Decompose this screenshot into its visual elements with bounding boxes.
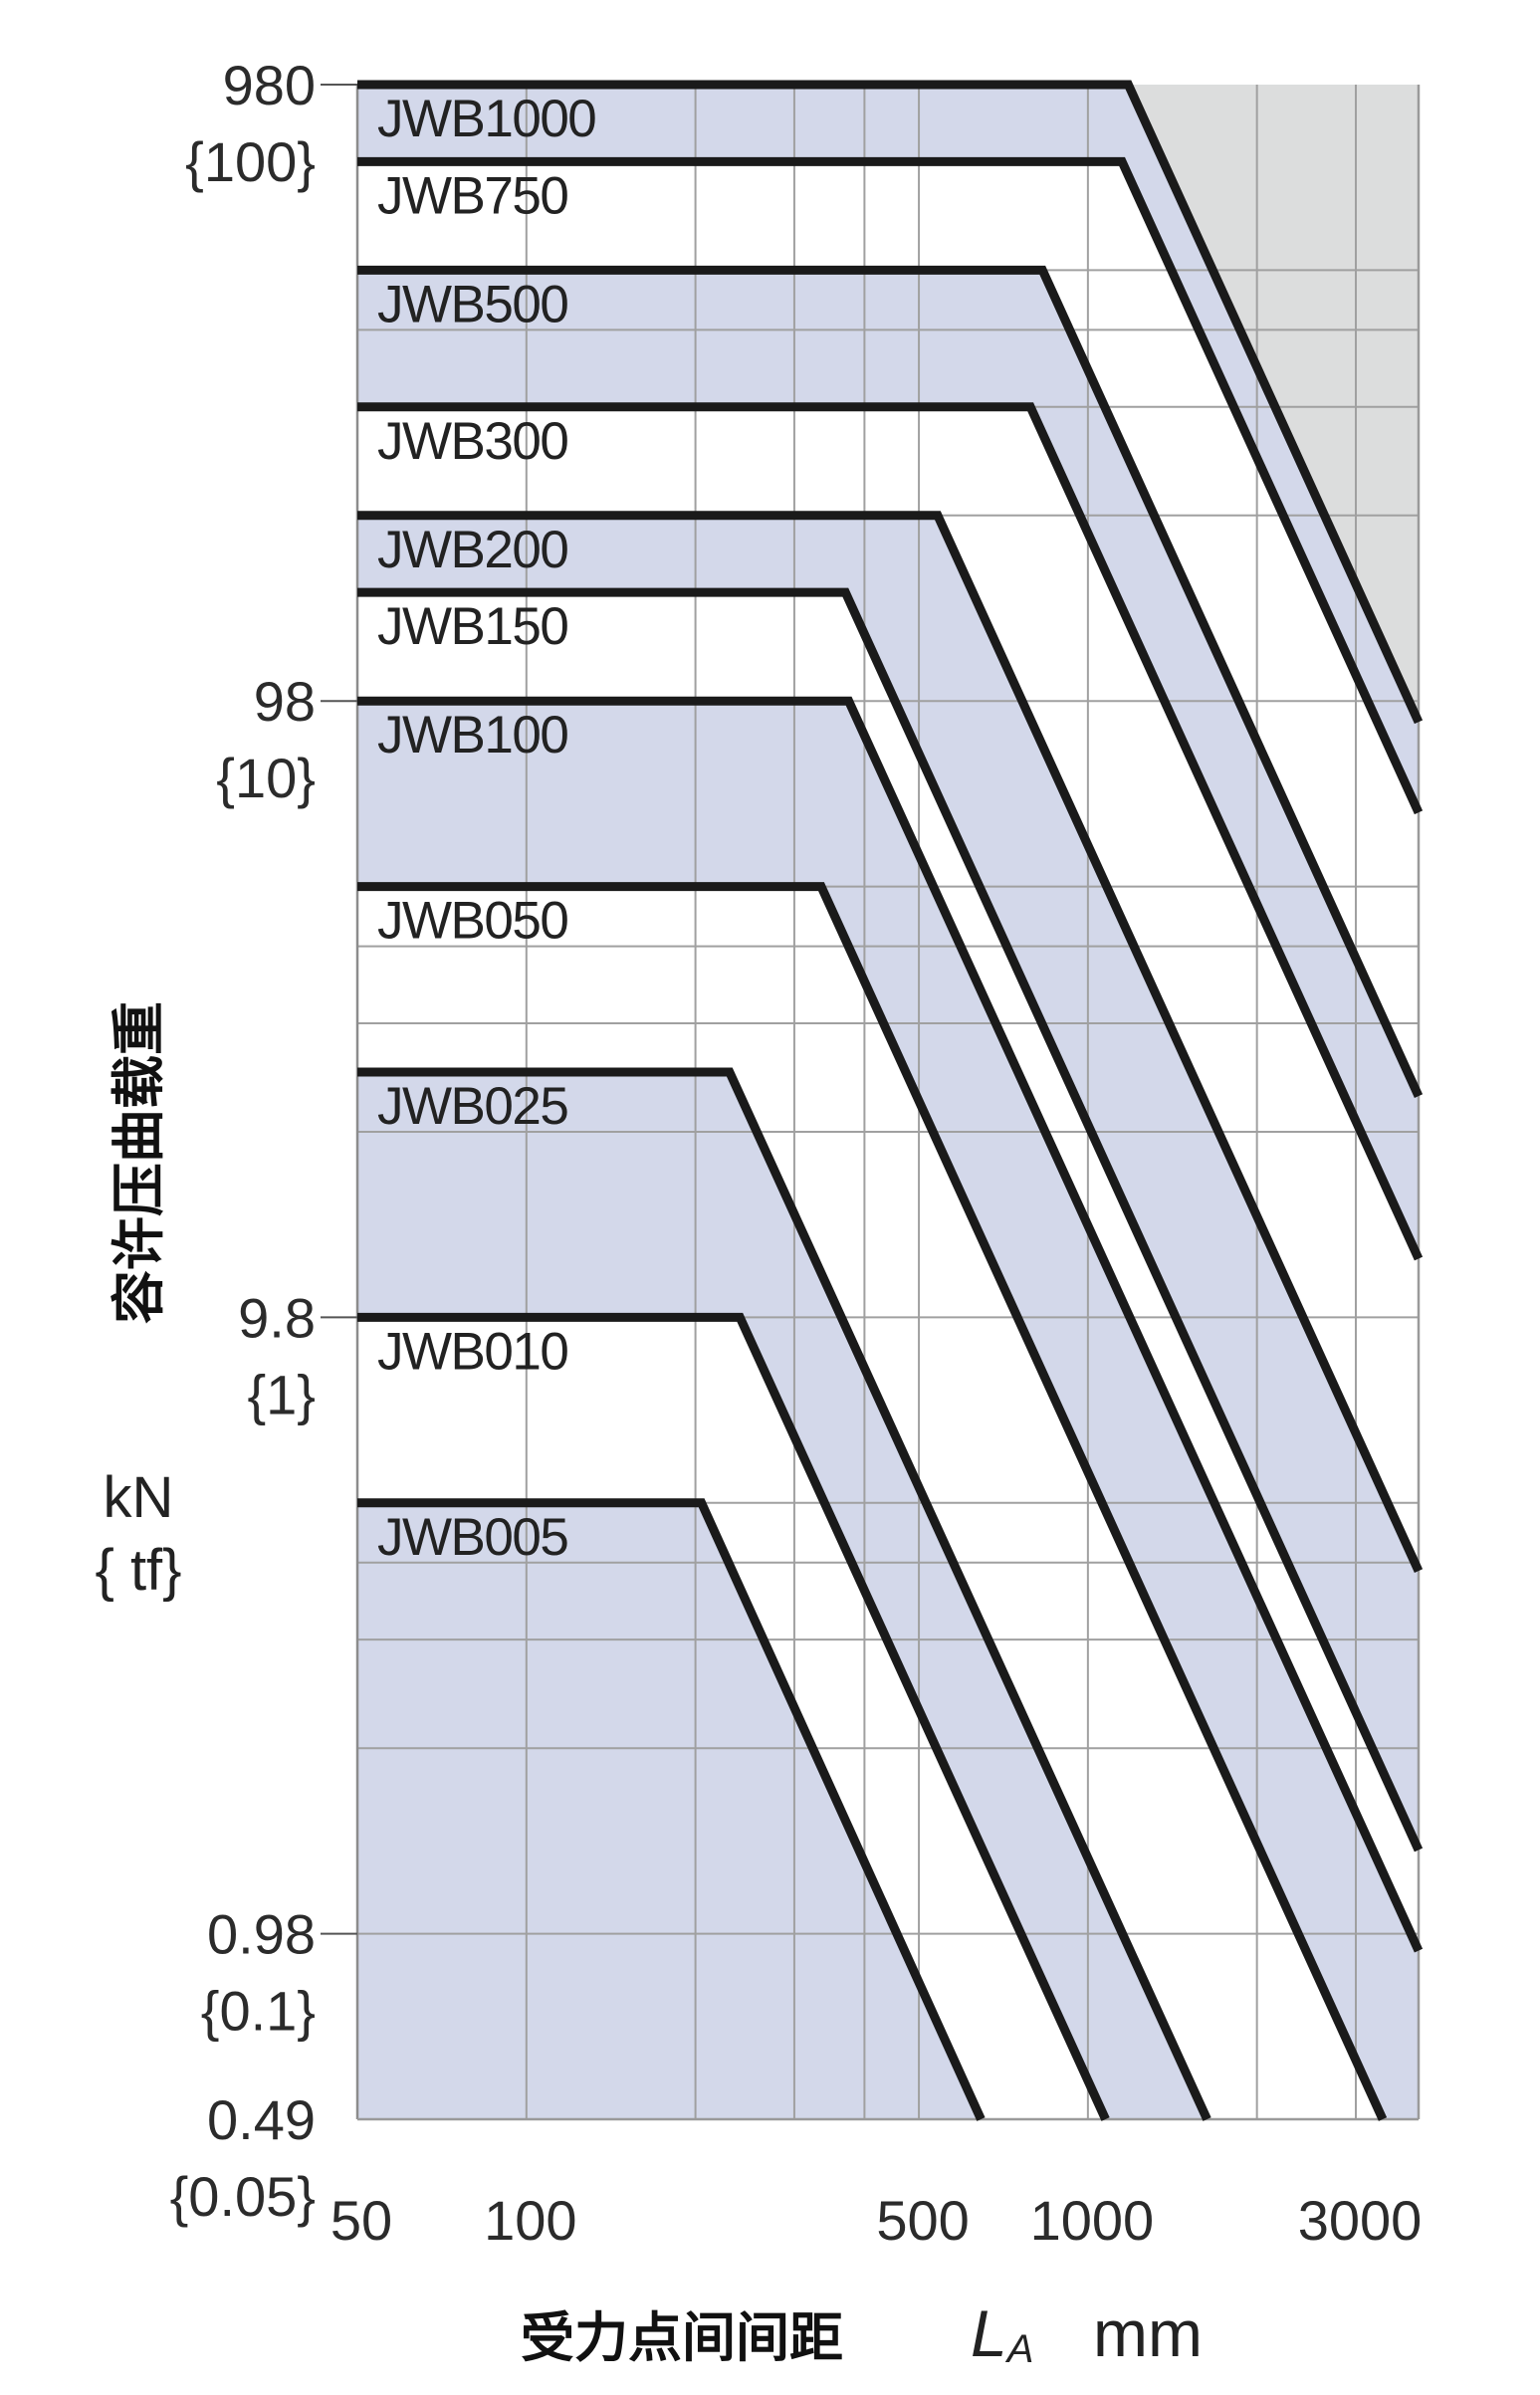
series-line-jwb300: [357, 402, 1424, 1261]
series-line-jwb100: [357, 696, 1424, 1953]
series-line-jwb500: [357, 265, 1424, 1098]
series-line-jwb750: [357, 156, 1424, 815]
series-line-jwb200: [357, 511, 1424, 1574]
series-label-jwb025: JWB025: [377, 1077, 567, 1136]
y-tick-label: 98: [254, 670, 316, 733]
y-tick-sublabel: {10}: [216, 747, 316, 809]
band-jwb005: [357, 1502, 982, 2119]
series-line-jwb005: [357, 1498, 986, 2121]
y-tick-label: 0.49: [207, 2088, 316, 2151]
y-tick-label: 0.98: [207, 1903, 316, 1966]
series-line-jwb1000: [357, 80, 1424, 725]
x-tick-label: 3000: [1298, 2189, 1423, 2252]
series-label-jwb750: JWB750: [377, 166, 567, 225]
x-axis-title: 受力点间间距: [521, 2306, 843, 2369]
x-tick-label: 50: [330, 2189, 392, 2252]
y-tick-sublabel: {1}: [247, 1363, 316, 1425]
x-tick-label: 100: [484, 2189, 576, 2252]
label-layer: 980{100}98{10}9.8{1}0.98{0.1}0.49{0.05} 5…: [170, 54, 1423, 2252]
x-axis-unit: mm: [1093, 2296, 1203, 2370]
series-line-jwb150: [357, 587, 1424, 1852]
x-tick-label: 1000: [1030, 2189, 1155, 2252]
series-label-jwb300: JWB300: [377, 412, 567, 471]
y-axis-unit-alt: { tf}: [95, 1538, 181, 1603]
series-label-jwb1000: JWB1000: [377, 90, 595, 148]
series-label-jwb050: JWB050: [377, 892, 567, 951]
series-line-jwb025: [357, 1067, 1211, 2121]
y-tick-sublabel: {0.05}: [170, 2165, 316, 2228]
series-label-jwb100: JWB100: [377, 706, 567, 764]
series-line-jwb010: [357, 1312, 1110, 2121]
series-label-jwb500: JWB500: [377, 275, 567, 333]
y-tick-label: 9.8: [238, 1286, 316, 1349]
series-layer: [357, 80, 1424, 2121]
series-label-jwb010: JWB010: [377, 1322, 567, 1381]
x-axis-symbol-subscript: A: [1005, 2327, 1034, 2371]
y-axis-unit: kN: [104, 1465, 174, 1530]
y-tick-sublabel: {0.1}: [201, 1980, 316, 2043]
series-label-jwb150: JWB150: [377, 597, 567, 656]
y-axis-title: 容许压曲载重: [108, 1001, 170, 1324]
y-tick-label: 980: [223, 54, 316, 116]
x-axis-symbol: LA: [971, 2296, 1033, 2371]
series-label-jwb005: JWB005: [377, 1508, 567, 1567]
x-tick-label: 500: [876, 2189, 969, 2252]
series-label-jwb200: JWB200: [377, 521, 567, 579]
series-line-jwb050: [357, 882, 1388, 2121]
y-tick-sublabel: {100}: [185, 130, 316, 193]
x-axis-symbol-letter: L: [971, 2296, 1007, 2370]
